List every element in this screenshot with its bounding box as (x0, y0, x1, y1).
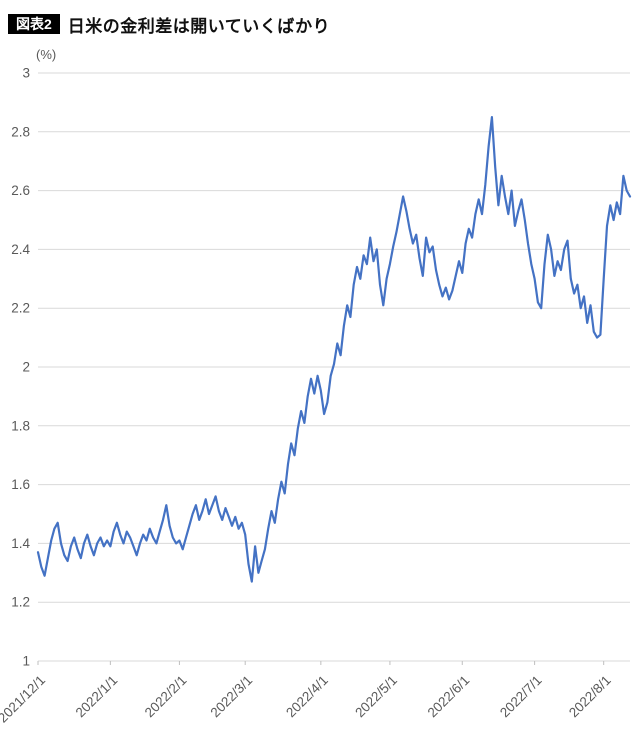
interest-rate-differential-chart: 11.21.41.61.822.22.42.62.83(%)2021/12/1 2… (0, 47, 632, 726)
x-tick-label: 2022/3/1 (208, 673, 256, 721)
x-tick-label: 2021/12/1 (0, 673, 48, 726)
y-tick-label: 2.4 (11, 242, 30, 257)
figure-number-badge: 図表2 (8, 14, 60, 34)
line-chart: 1 1.2 1.4 1.6 1.8 2 2.2 2.4 2.6 2.8 3 (%) 2021/12/1 2… (0, 41, 640, 740)
y-tick-label: 2 (22, 360, 30, 375)
y-tick-label: 1.8 (11, 418, 30, 433)
x-tick-label: 2022/7/1 (497, 673, 545, 721)
rate-differential-series-line (36, 115, 632, 583)
y-tick-label: 3 (22, 66, 30, 81)
x-tick-label: 2022/6/1 (425, 673, 473, 721)
y-tick-label: 2.2 (11, 301, 30, 316)
x-axis-labels: 2021/12/1 2022/1/1 2022/2/1 2022/3/1 2022/4/… (0, 661, 614, 726)
x-tick-label: 2022/1/1 (73, 673, 121, 721)
y-tick-label: 1.4 (11, 536, 30, 551)
chart-header: 図表2 日米の金利差は開いていくばかり (0, 0, 640, 41)
y-tick-label: 1 (22, 654, 30, 669)
y-axis-unit-label: (%) (36, 47, 56, 62)
chart-title: 日米の金利差は開いていくばかり (67, 16, 331, 36)
y-tick-label: 1.6 (11, 477, 30, 492)
y-axis-labels: 1 1.2 1.4 1.6 1.8 2 2.2 2.4 2.6 2.8 3 (11, 66, 30, 669)
y-tick-label: 1.2 (11, 595, 30, 610)
x-tick-label: 2022/5/1 (352, 673, 400, 721)
y-tick-label: 2.8 (11, 124, 30, 139)
x-tick-label: 2022/4/1 (283, 673, 331, 721)
y-tick-label: 2.6 (11, 183, 30, 198)
x-tick-label: 2022/2/1 (142, 673, 190, 721)
x-tick-label: 2022/8/1 (566, 673, 614, 721)
